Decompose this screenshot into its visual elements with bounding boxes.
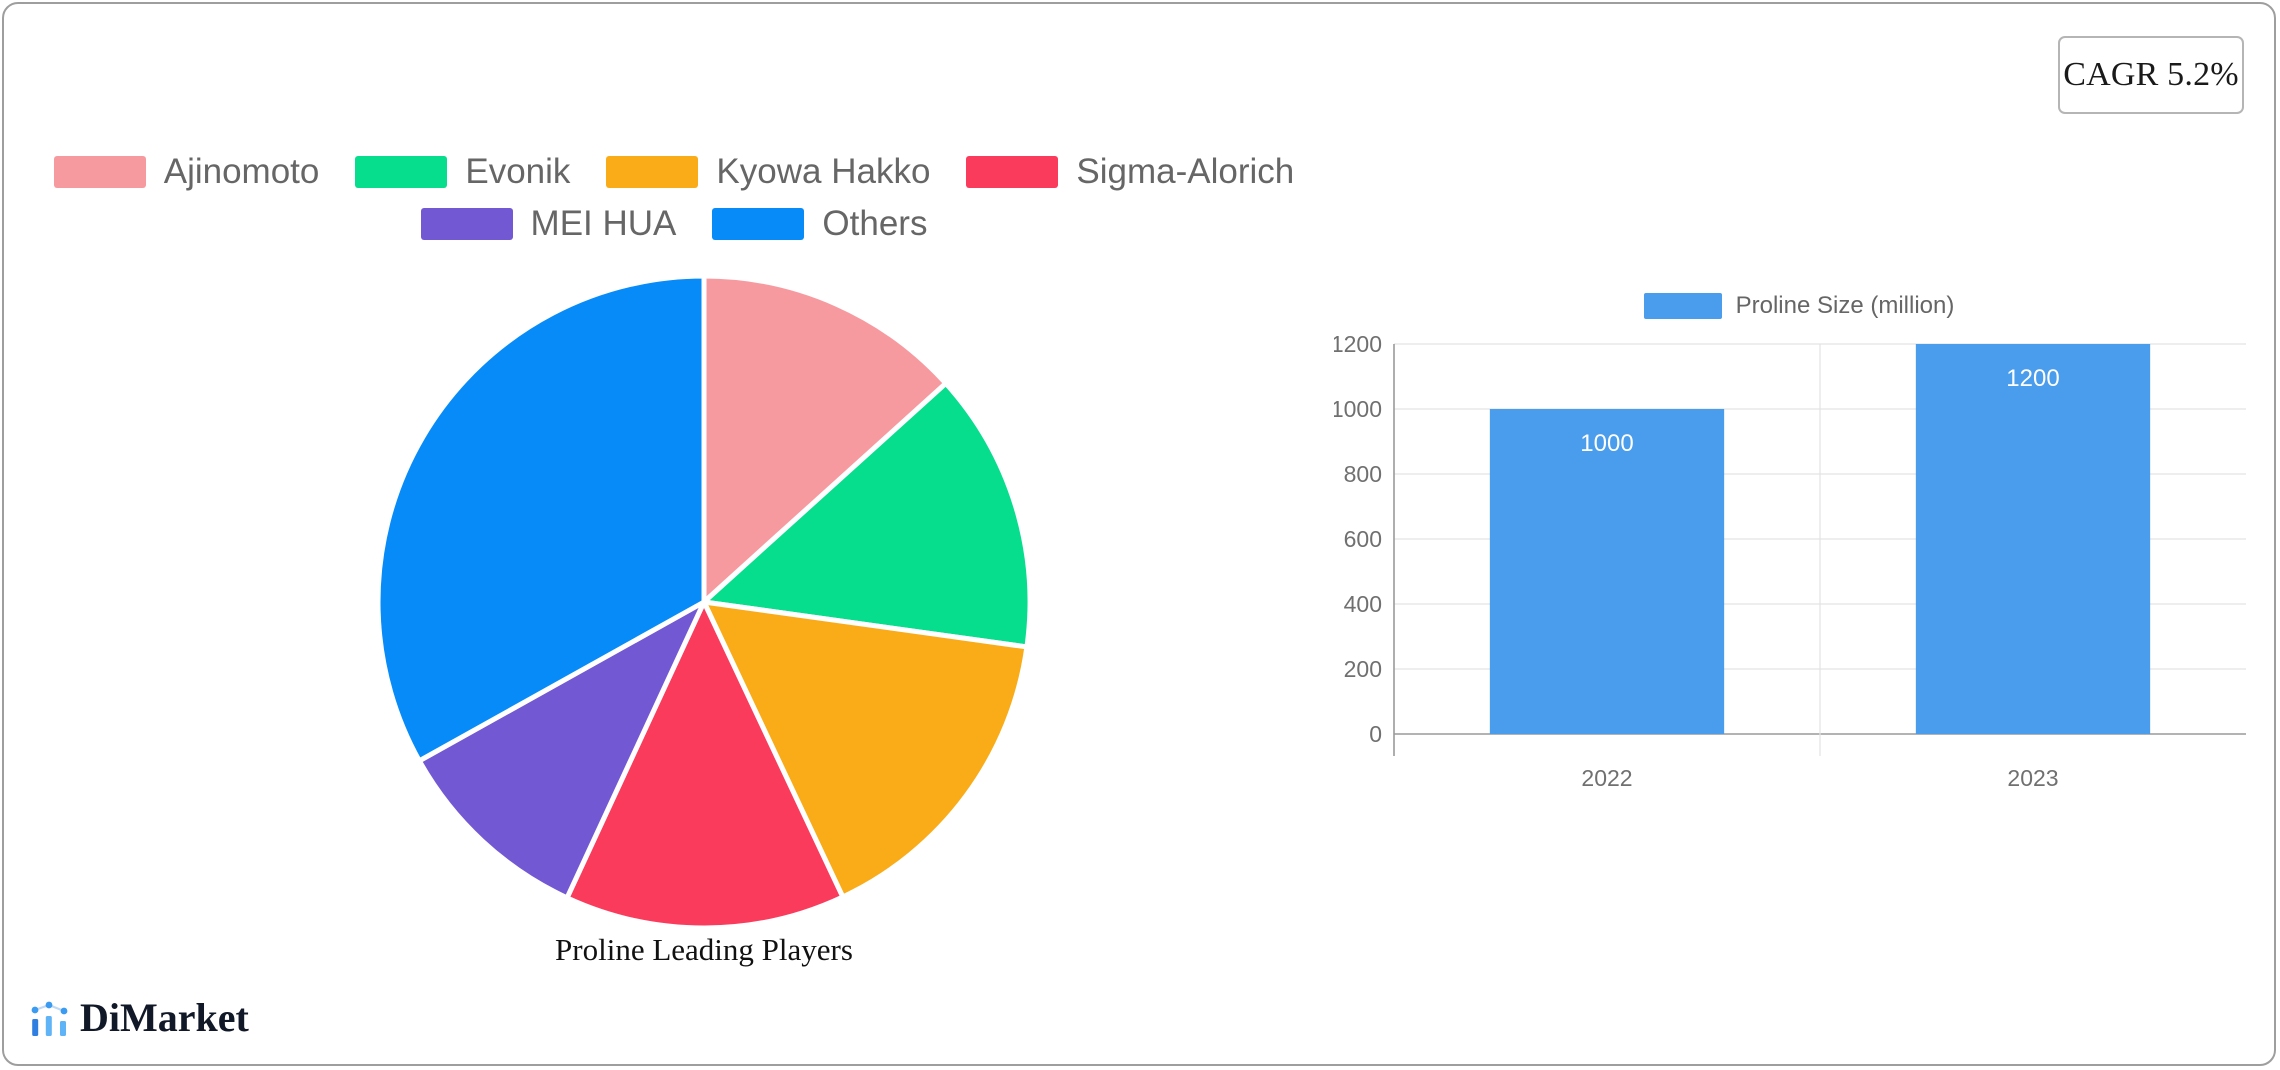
legend-swatch-icon [1643,293,1722,319]
legend-label: MEI HUA [530,204,677,243]
y-axis-tick-label: 400 [1344,591,1382,617]
bar-value-label: 1200 [2006,365,2059,392]
bar-chart-svg: 0 200 400 600 800 1000 1200 1000 2022 1200 2023 [1334,334,2246,791]
legend-swatch-icon [420,208,513,240]
brand-logo-text: DiMarket [80,995,249,1040]
bar-value-label: 1000 [1580,430,1633,457]
cagr-badge-label: CAGR 5.2% [2063,56,2239,93]
bar-chart-legend[interactable]: Proline Size (million) [1334,292,2264,320]
pie-chart-svg [375,273,1033,931]
pie-legend-row-1: Ajinomoto Evonik Kyowa Hakko Sigma-Alori… [4,152,1344,192]
legend-swatch-icon [606,156,699,188]
pie-chart-caption: Proline Leading Players [555,932,853,967]
pie-legend-row-2: MEI HUA Others [4,204,1344,244]
brand-logo: DiMarket [30,998,249,1038]
legend-item-evonik[interactable]: Evonik [355,152,570,192]
bar[interactable] [1915,344,2151,734]
y-axis-tick-label: 0 [1369,721,1382,747]
pie-slice[interactable] [416,599,707,901]
legend-item-sigma-alorich[interactable]: Sigma-Alorich [966,152,1294,192]
pie-legend: Ajinomoto Evonik Kyowa Hakko Sigma-Alori… [4,152,1344,256]
pie-slice[interactable] [701,380,1033,650]
legend-swatch-icon [355,156,448,188]
pie-slice[interactable] [375,273,707,764]
legend-swatch-icon [966,156,1059,188]
pie-slice[interactable] [564,599,846,931]
legend-label: Kyowa Hakko [716,152,931,191]
x-axis-category-label: 2023 [2007,765,2058,791]
legend-swatch-icon [712,208,805,240]
x-axis-category-label: 2022 [1581,765,1632,791]
pie-chart[interactable] [374,272,1034,932]
pie-slice[interactable] [701,599,1030,900]
pie-slice[interactable] [701,273,949,605]
y-axis-tick-label: 1000 [1334,396,1382,422]
y-axis-tick-label: 600 [1344,526,1382,552]
y-axis-tick-label: 800 [1344,461,1382,487]
cagr-badge: CAGR 5.2% [2058,36,2244,114]
bar-chart-icon [31,1001,68,1036]
legend-label: Others [822,204,928,243]
bar-chart-plot[interactable]: 0 200 400 600 800 1000 1200 1000 2022 1200 2023 [1334,334,2264,794]
legend-item-others[interactable]: Others [712,204,927,244]
legend-label: Evonik [465,152,571,191]
legend-item-ajinomoto[interactable]: Ajinomoto [53,152,320,192]
legend-item-kyowa-hakko[interactable]: Kyowa Hakko [606,152,930,192]
y-axis-tick-label: 200 [1344,656,1382,682]
bar-chart-panel: Proline Size (million) 0 200 400 600 800 1000… [1334,272,2264,812]
y-axis-tick-label: 1200 [1334,334,1382,357]
legend-label: Ajinomoto [163,152,320,191]
bar-legend-label: Proline Size (million) [1735,292,1955,319]
legend-label: Sigma-Alorich [1076,152,1295,191]
legend-swatch-icon [53,156,146,188]
legend-item-mei-hua[interactable]: MEI HUA [420,204,677,244]
bar[interactable] [1489,409,1725,734]
